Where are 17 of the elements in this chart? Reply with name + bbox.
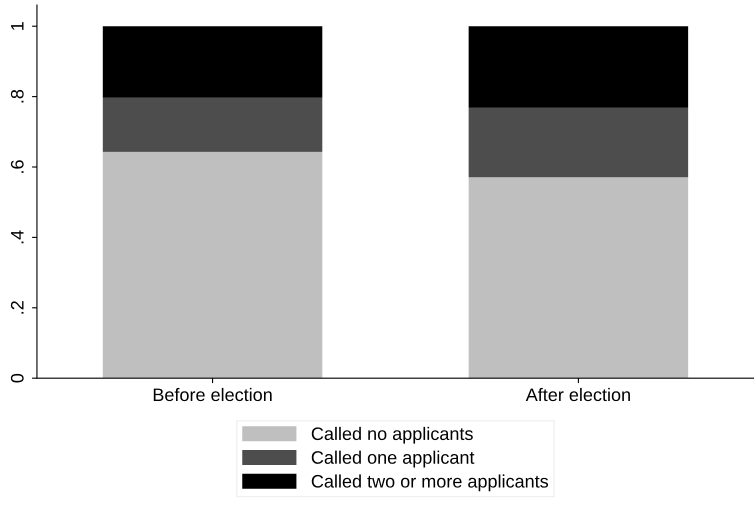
y-tick-label: 1 <box>11 22 24 30</box>
bar <box>468 177 688 378</box>
x-tick-label: Before election <box>154 388 272 402</box>
legend-label: Called one applicant <box>312 450 474 468</box>
legend-label: Called two or more applicants <box>312 474 548 492</box>
x-tick-label: After election <box>526 388 630 402</box>
y-tick-label: 0 <box>10 374 24 382</box>
bar <box>468 108 688 178</box>
bar <box>102 152 322 378</box>
y-tick-label: .6 <box>10 160 24 173</box>
y-tick-label: .8 <box>10 90 24 102</box>
bar <box>102 98 322 152</box>
bar <box>102 26 322 98</box>
y-tick-label: .4 <box>11 230 24 244</box>
legend-label: Called no applicants <box>312 426 473 444</box>
y-tick-label: .2 <box>10 301 24 314</box>
bar <box>468 26 688 108</box>
